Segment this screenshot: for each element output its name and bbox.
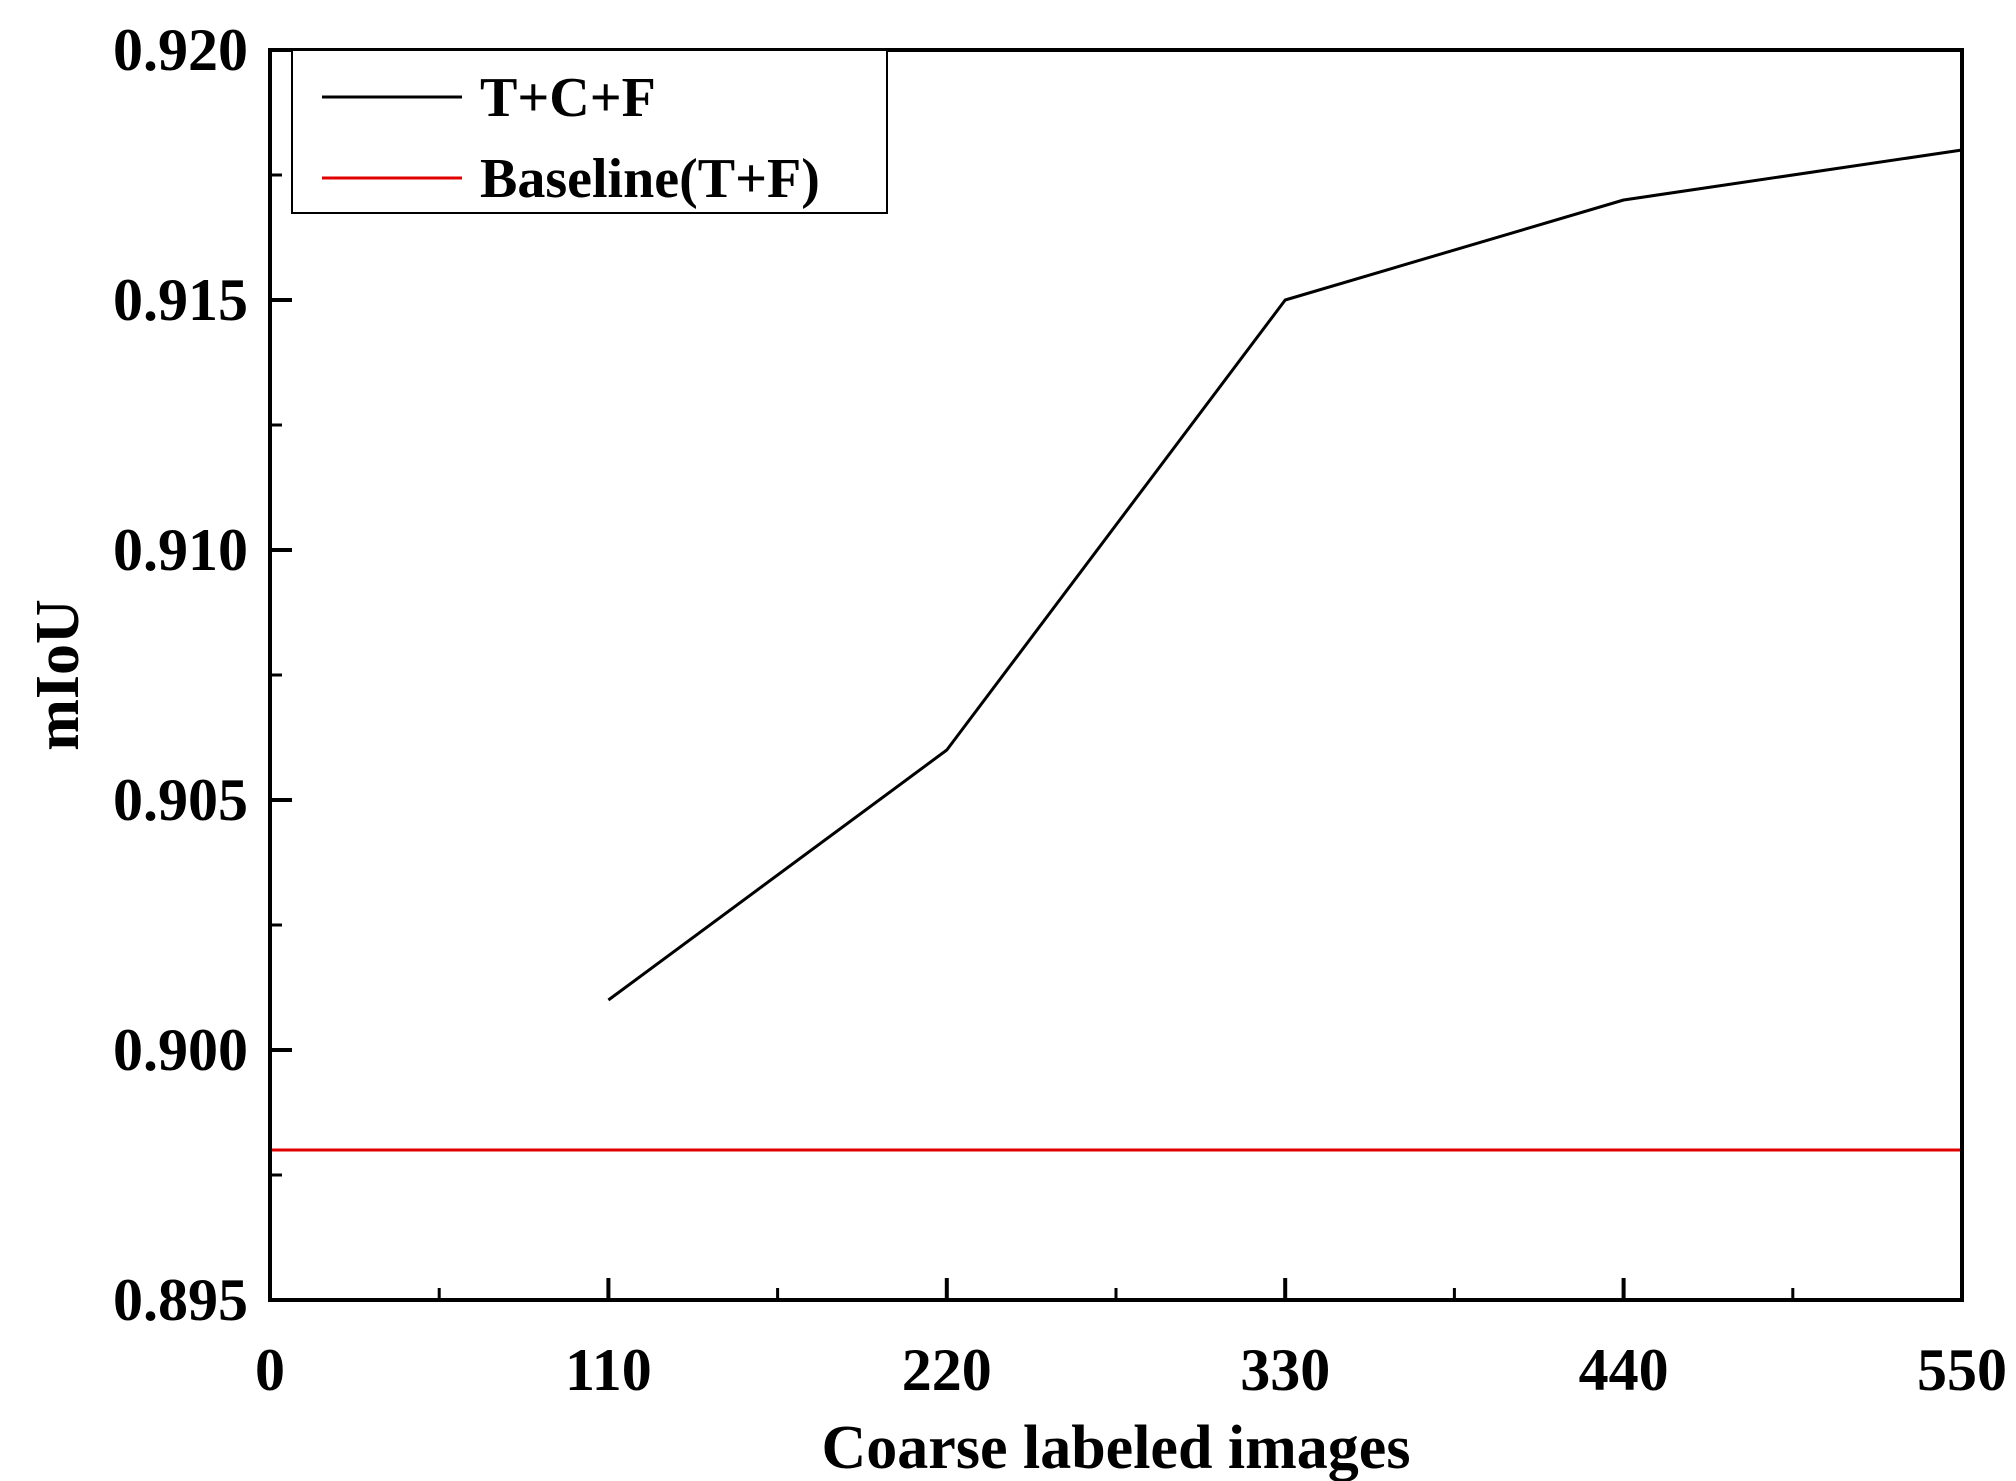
series-line-tcf [607,148,1963,1002]
legend: T+C+F Baseline(T+F) [291,49,888,214]
x-tick-label: 330 [1240,1337,1330,1403]
y-tick-label: 0.910 [113,517,248,583]
x-tick-label: 110 [565,1337,652,1403]
y-tick-label: 0.920 [113,17,248,83]
x-tick-label: 440 [1579,1337,1669,1403]
y-axis-label: mIoU [24,599,92,751]
x-axis-label: Coarse labeled images [822,1414,1411,1481]
series-layer [270,148,1963,1152]
legend-box [291,49,888,214]
y-tick-label: 0.905 [113,767,248,833]
legend-label: T+C+F [480,67,656,129]
y-tick-label: 0.895 [113,1267,248,1333]
x-tick-label: 0 [255,1337,285,1403]
ticks-layer [268,48,1964,1302]
y-tick-label: 0.915 [113,267,248,333]
tick-labels-layer: 0 110 220 330 440 550 0.895 0.900 0.905 0.910 0.91… [113,17,2007,1403]
y-tick-label: 0.900 [113,1017,248,1083]
x-tick-label: 550 [1917,1337,2007,1403]
x-tick-label: 220 [902,1337,992,1403]
legend-label: Baseline(T+F) [480,148,820,210]
